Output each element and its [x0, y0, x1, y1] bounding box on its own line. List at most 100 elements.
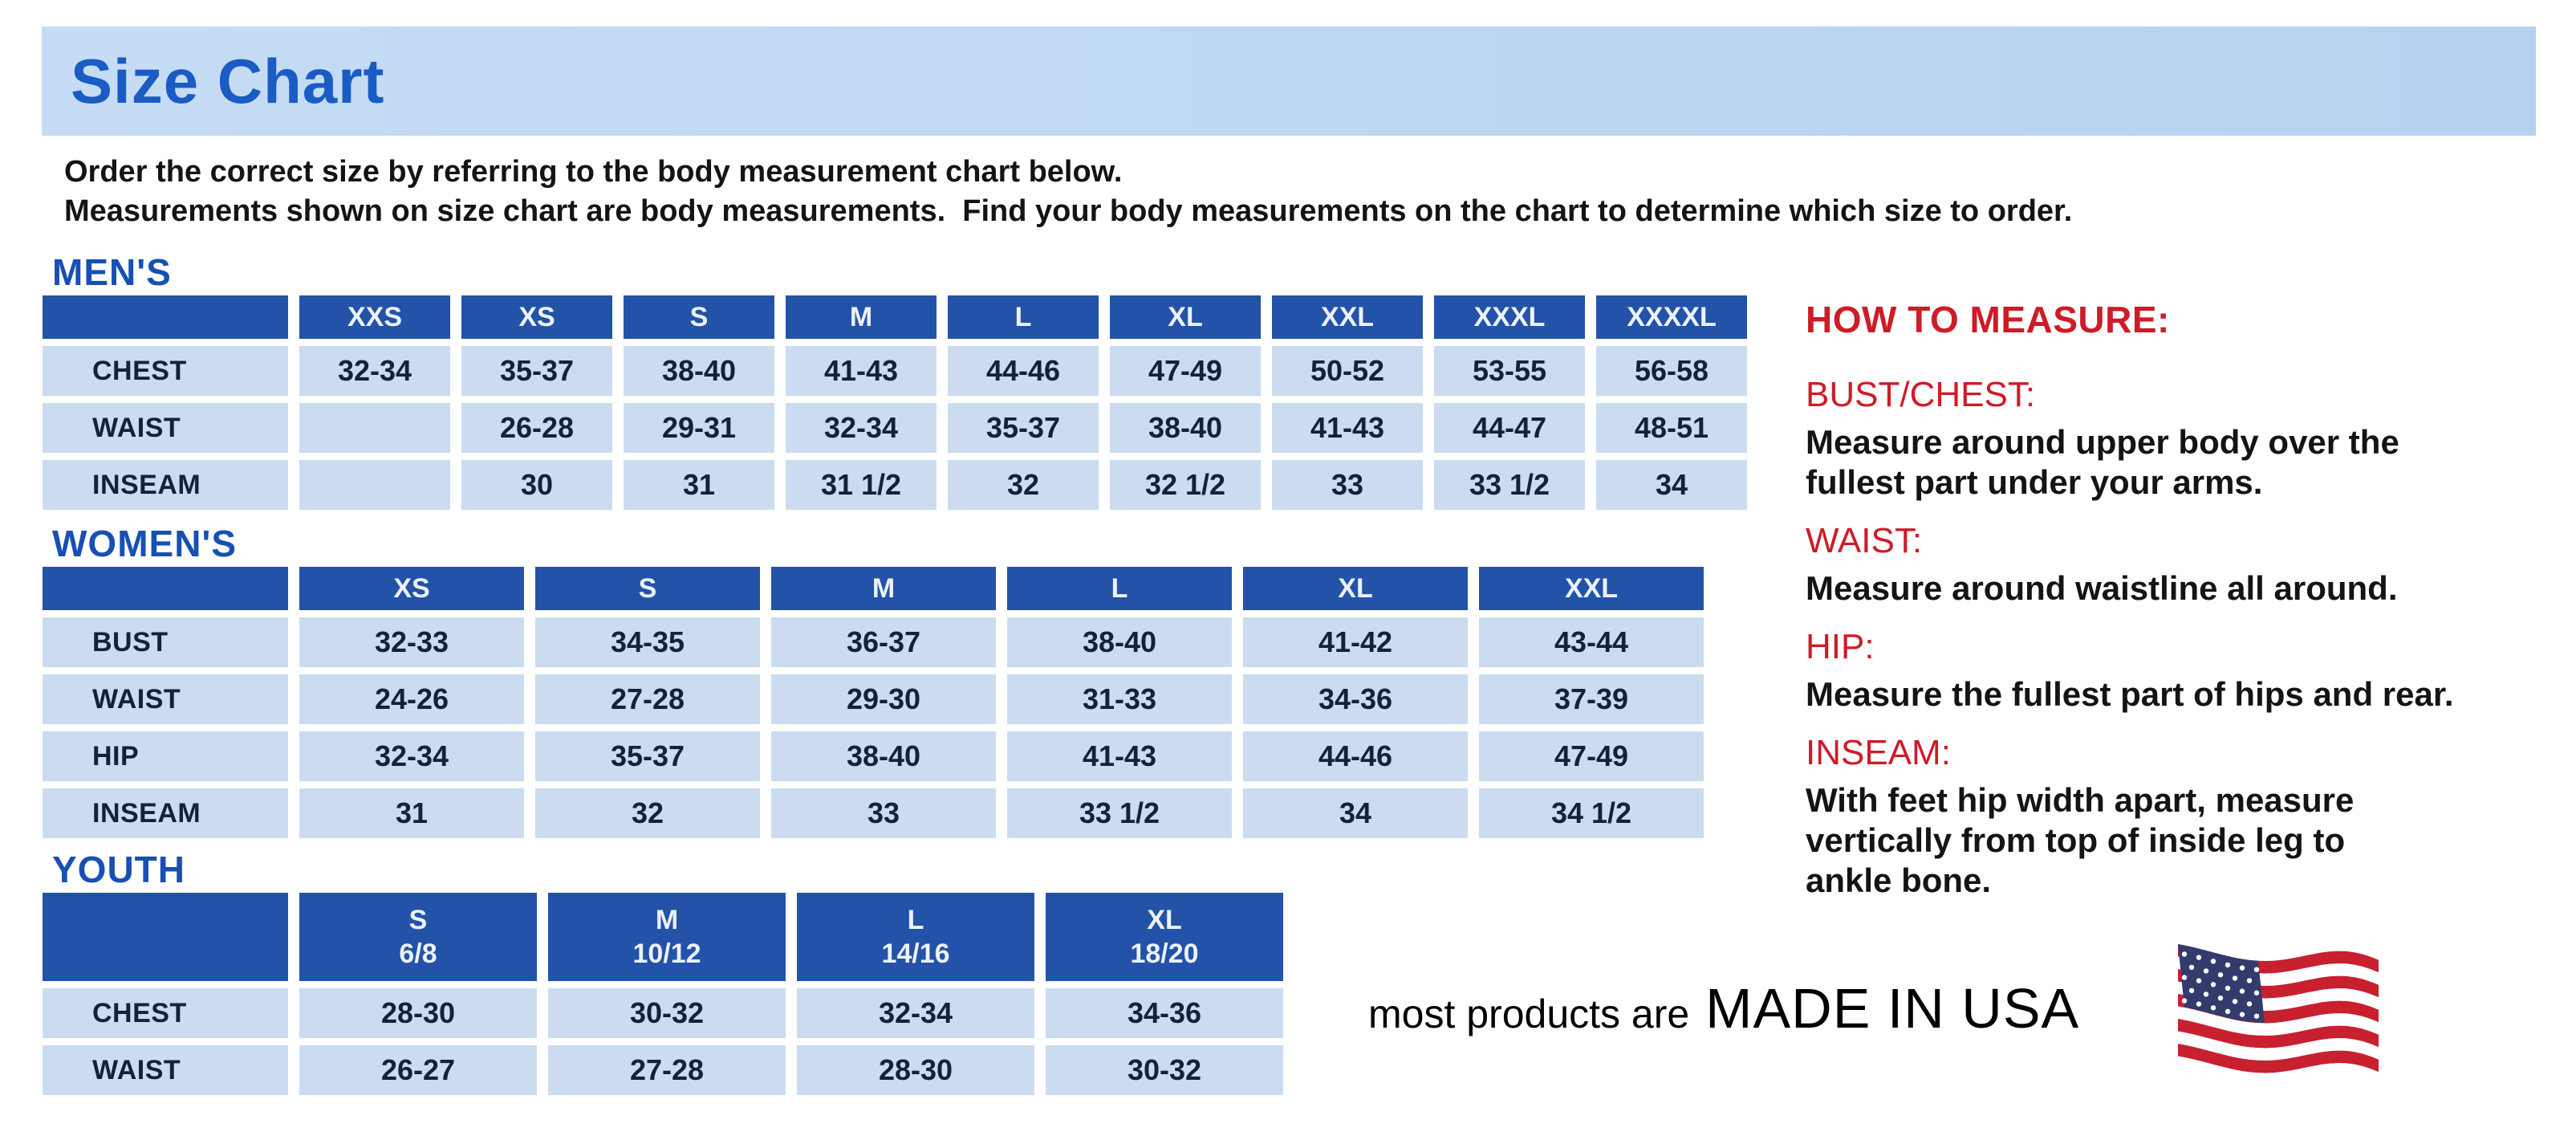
mens-measurement-cell: 44-47	[1434, 403, 1585, 453]
mens-row-label: CHEST	[43, 346, 288, 396]
flag-star	[2232, 975, 2238, 981]
womens-measurement-cell: 47-49	[1479, 731, 1704, 781]
flag-star	[2253, 990, 2260, 996]
mens-measurement-cell: 34	[1596, 460, 1747, 510]
womens-size-header-cell: S	[535, 567, 760, 610]
flag-star	[2188, 964, 2195, 971]
flag-star	[2196, 1001, 2202, 1007]
womens-measurement-cell: 24-26	[299, 674, 524, 724]
mens-measurement-cell: 32-34	[786, 403, 937, 453]
measure-instruction: Measure around upper body over the fulle…	[1806, 423, 2399, 501]
mens-measurement-cell: 35-37	[461, 346, 612, 396]
mens-measurement-cell: 32-34	[299, 346, 450, 396]
intro-text: Order the correct size by referring to t…	[64, 153, 2072, 231]
flag-star	[2181, 975, 2188, 980]
mens-measurement-cell: 35-37	[948, 403, 1099, 453]
womens-measurement-cell: 41-42	[1243, 617, 1468, 667]
how-to-measure-title: HOW TO MEASURE:	[1806, 299, 2170, 340]
made-in-usa-text: MADE IN USA	[1705, 977, 2080, 1040]
mens-measurement-cell: 56-58	[1596, 346, 1747, 396]
youth-row-label: WAIST	[43, 1045, 288, 1095]
intro-line-1: Order the correct size by referring to t…	[64, 155, 1123, 189]
flag-star	[2217, 996, 2224, 1001]
mens-measurement-cell: 38-40	[624, 346, 774, 396]
mens-measurement-cell: 44-46	[948, 346, 1099, 396]
usa-flag-icon	[2167, 931, 2399, 1112]
youth-size-header-cell: M 10/12	[548, 893, 786, 981]
youth-header-corner-cell	[43, 893, 288, 981]
mens-size-header-cell: L	[948, 295, 1099, 339]
womens-size-header-cell: M	[771, 567, 996, 610]
womens-row-label: HIP	[43, 731, 288, 781]
youth-row-label: CHEST	[43, 988, 288, 1038]
womens-size-table: XS S M L XL XXL BUST 32-33 34-35 36-37 38-40 41-42 4…	[43, 567, 1704, 838]
mens-size-table: XXS XS S M L XL XXL XXXL XXXXL CHEST 32-34 35-37 38-…	[43, 295, 1747, 510]
mens-measurement-cell: 32 1/2	[1110, 460, 1261, 510]
mens-measurement-cell: 38-40	[1110, 403, 1261, 453]
flag-star	[2203, 968, 2209, 974]
womens-row-label: WAIST	[43, 674, 288, 724]
mens-measurement-cell: 41-43	[1272, 403, 1423, 453]
mens-size-header-cell: M	[786, 295, 937, 339]
mens-measurement-cell: 53-55	[1434, 346, 1585, 396]
flag-star	[2225, 985, 2231, 992]
youth-measurement-cell: 32-34	[797, 988, 1034, 1038]
flag-star	[2210, 959, 2216, 964]
youth-size-header-cell: XL 18/20	[1046, 893, 1283, 981]
youth-section-heading: YOUTH	[52, 849, 185, 890]
mens-measurement-cell: 33	[1272, 460, 1423, 510]
youth-size-header-cell: L 14/16	[797, 893, 1034, 981]
flag-star	[2203, 992, 2209, 997]
measure-instruction: Measure around waistline all around.	[1806, 569, 2398, 607]
flag-star	[2253, 967, 2260, 972]
measure-term-label: WAIST:	[1806, 521, 1923, 560]
title-banner: Size Chart	[42, 26, 2536, 136]
womens-measurement-cell: 38-40	[771, 731, 996, 781]
womens-measurement-cell: 38-40	[1007, 617, 1232, 667]
youth-size-header-cell: S 6/8	[299, 893, 537, 981]
womens-row-label: BUST	[43, 617, 288, 667]
measure-instruction: With feet hip width apart, measure verti…	[1806, 781, 2355, 899]
flag-star	[2239, 965, 2245, 971]
mens-size-header-cell: XXXXL	[1596, 295, 1747, 339]
flag-star	[2253, 1013, 2260, 1019]
womens-measurement-cell: 37-39	[1479, 674, 1704, 724]
flag-star	[2188, 987, 2195, 994]
flag-star	[2196, 978, 2202, 983]
womens-measurement-cell: 31	[299, 788, 524, 838]
measure-term-label: HIP:	[1806, 627, 1875, 666]
mens-size-header-cell: XXS	[299, 295, 450, 339]
flag-star	[2210, 982, 2216, 987]
mens-measurement-cell: 50-52	[1272, 346, 1423, 396]
intro-line-2: Measurements shown on size chart are bod…	[64, 194, 2073, 228]
youth-measurement-cell: 28-30	[797, 1045, 1034, 1095]
womens-measurement-cell: 41-43	[1007, 731, 1232, 781]
womens-measurement-cell: 35-37	[535, 731, 760, 781]
mens-size-header-cell: XS	[461, 295, 612, 339]
flag-star	[2210, 1005, 2216, 1011]
mens-row-label: WAIST	[43, 403, 288, 453]
youth-measurement-cell: 28-30	[299, 988, 537, 1038]
womens-measurement-cell: 32-33	[299, 617, 524, 667]
youth-measurement-cell: 26-27	[299, 1045, 537, 1095]
flag-star	[2225, 1008, 2231, 1015]
womens-measurement-cell: 32	[535, 788, 760, 838]
youth-measurement-cell: 30-32	[1046, 1045, 1283, 1095]
mens-measurement-cell: 26-28	[461, 403, 612, 453]
womens-row-label: INSEAM	[43, 788, 288, 838]
mens-measurement-cell: 33 1/2	[1434, 460, 1585, 510]
womens-size-header-cell: XL	[1243, 567, 1468, 610]
made-in-usa-note: most products are MADE IN USA	[1368, 976, 2079, 1040]
flag-star	[2196, 955, 2202, 960]
flag-star	[2181, 998, 2188, 1004]
made-in-usa-prefix: most products are	[1368, 992, 1690, 1036]
flag-star	[2217, 972, 2224, 978]
youth-measurement-cell: 30-32	[548, 988, 786, 1038]
womens-measurement-cell: 34-36	[1243, 674, 1468, 724]
mens-section-heading: MEN'S	[52, 251, 172, 293]
mens-measurement-cell: 31	[624, 460, 774, 510]
mens-measurement-cell: 30	[461, 460, 612, 510]
mens-measurement-cell: 29-31	[624, 403, 774, 453]
womens-measurement-cell: 34	[1243, 788, 1468, 838]
